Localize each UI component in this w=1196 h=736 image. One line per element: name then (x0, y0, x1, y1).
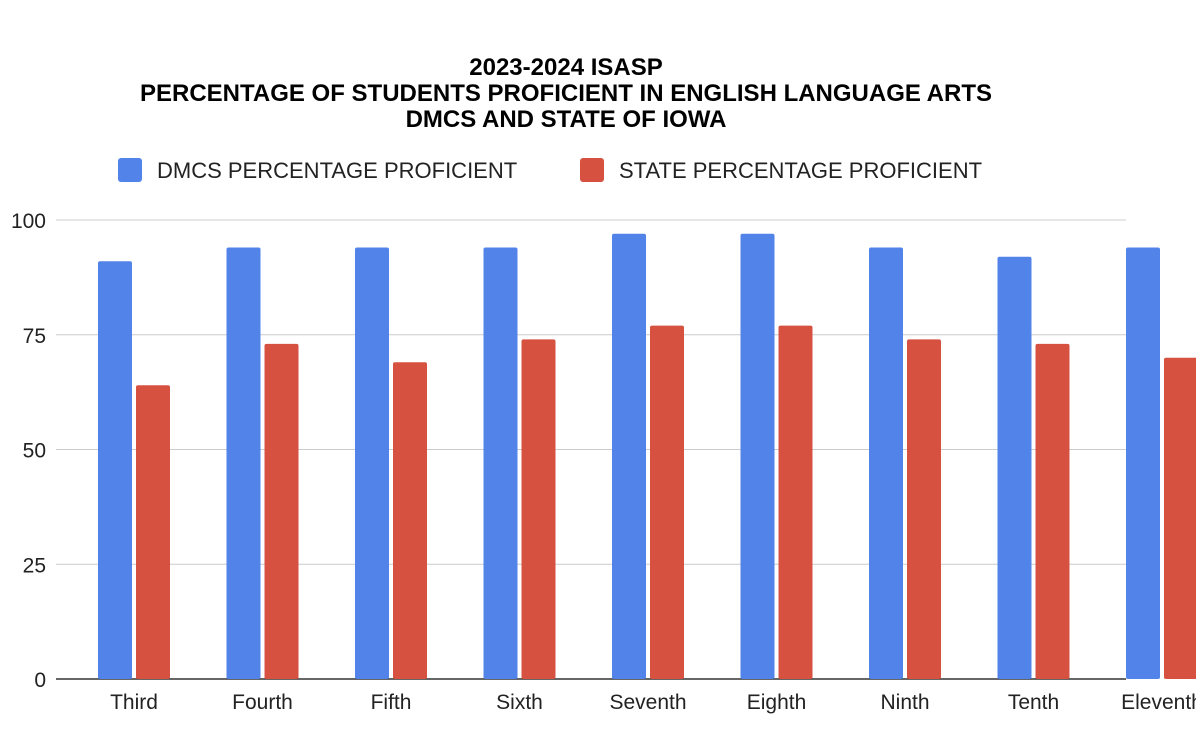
bar-state-eleventh (1164, 357, 1196, 679)
bar-dmcs-eighth (740, 233, 775, 679)
bar-state-fourth (264, 343, 299, 679)
x-tick-label: Fourth (232, 691, 293, 714)
bar-dmcs-tenth (997, 256, 1032, 679)
bar-state-tenth (1035, 343, 1070, 679)
chart-title: 2023-2024 ISASP PERCENTAGE OF STUDENTS P… (140, 54, 992, 133)
x-tick-label: Ninth (880, 691, 929, 714)
y-tick-label: 75 (23, 325, 46, 348)
legend-swatch-dmcs (118, 158, 142, 182)
x-tick-label: Eighth (747, 691, 807, 714)
y-tick-label: 25 (23, 554, 46, 577)
y-tick-label: 50 (23, 440, 46, 463)
x-tick-label: Fifth (371, 691, 412, 714)
bar-dmcs-ninth (869, 247, 903, 680)
bar-dmcs-sixth (483, 247, 518, 680)
legend-label-dmcs: DMCS PERCENTAGE PROFICIENT (157, 158, 517, 183)
bar-state-fifth (393, 362, 427, 679)
bar-dmcs-eleventh (1126, 247, 1160, 680)
legend-swatch-state (580, 158, 604, 182)
bar-dmcs-seventh (612, 233, 646, 679)
bar-state-ninth (907, 339, 941, 679)
y-tick-label: 0 (34, 669, 46, 692)
bar-state-sixth (521, 339, 556, 679)
title-line-1: 2023-2024 ISASP (469, 54, 662, 81)
legend: DMCS PERCENTAGE PROFICIENT STATE PERCENT… (118, 158, 982, 183)
x-tick-label: Sixth (496, 691, 543, 714)
title-line-2: PERCENTAGE OF STUDENTS PROFICIENT IN ENG… (140, 80, 992, 107)
legend-label-state: STATE PERCENTAGE PROFICIENT (619, 158, 982, 183)
x-tick-label: Eleventh (1121, 691, 1196, 714)
bar-state-seventh (650, 325, 684, 679)
x-tick-label: Third (110, 691, 158, 714)
bar-state-eighth (778, 325, 813, 679)
y-tick-label: 100 (11, 210, 46, 233)
title-line-3: DMCS AND STATE OF IOWA (406, 106, 727, 133)
bar-dmcs-fifth (355, 247, 389, 680)
bar-dmcs-fourth (226, 247, 261, 680)
y-axis-ticks: 0 25 50 75 100 (11, 210, 46, 692)
bar-state-third (136, 385, 170, 679)
x-tick-label: Tenth (1008, 691, 1059, 714)
bars (98, 233, 1196, 680)
bar-dmcs-third (98, 261, 132, 679)
gridlines (56, 219, 1126, 680)
x-tick-label: Seventh (609, 691, 686, 714)
x-axis-categories: Third Fourth Fifth Sixth Seventh Eighth Ninth T… (110, 691, 1196, 714)
